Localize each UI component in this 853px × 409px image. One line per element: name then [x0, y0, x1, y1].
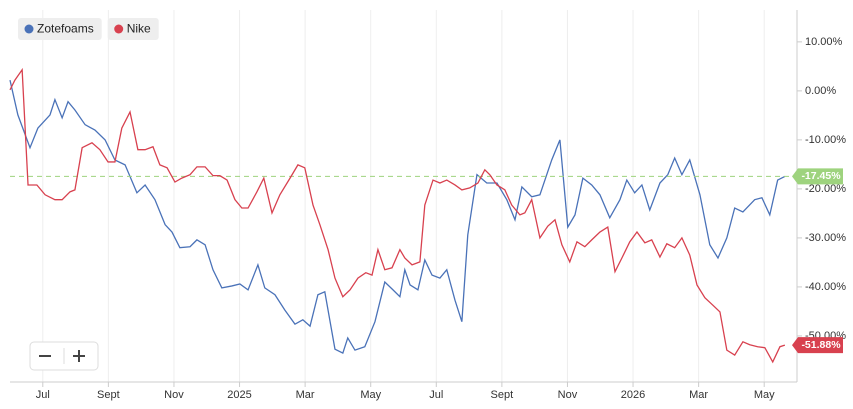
legend-label[interactable]: Nike [127, 22, 151, 36]
legend-label[interactable]: Zotefoams [37, 22, 94, 36]
y-tick-label: -30.00% [805, 232, 846, 244]
zoom-control [29, 341, 99, 371]
legend-box[interactable] [18, 18, 102, 40]
y-tick-label: -20.00% [805, 183, 846, 195]
x-tick-label: Sept [491, 389, 514, 401]
axis-labels: Jul Sept Nov 2025 Mar May Jul Sept Nov 2026 Mar May… [36, 36, 846, 401]
x-tick-label: Mar [296, 389, 315, 401]
x-tick-label: Nov [558, 389, 578, 401]
series-line [9, 67, 786, 364]
x-tick-label: Jul [429, 389, 443, 401]
x-tick-label: May [754, 389, 775, 401]
legend-marker[interactable] [24, 24, 34, 34]
x-tick-label: Sept [97, 389, 120, 401]
x-tick-label: May [360, 389, 381, 401]
series-line [9, 79, 786, 355]
legend-item[interactable]: Zotefoams [18, 18, 102, 40]
legend: Zotefoams Nike [18, 18, 159, 40]
x-tick-label: 2026 [621, 389, 645, 401]
value-label: -17.45% [801, 170, 841, 182]
x-tick-label: Jul [36, 389, 50, 401]
plot-area [9, 67, 797, 364]
x-tick-label: Nov [164, 389, 184, 401]
last-value-badge [792, 337, 843, 354]
x-tick-label: Mar [689, 389, 708, 401]
y-tick-label: 0.00% [805, 85, 836, 97]
last-value-badge [792, 168, 843, 185]
legend-item[interactable]: Nike [107, 18, 159, 40]
value-label: -51.88% [801, 339, 841, 351]
legend-marker[interactable] [114, 24, 124, 34]
y-tick-label: -40.00% [805, 281, 846, 293]
x-tick-label: 2025 [227, 389, 251, 401]
y-tick-label: 10.00% [805, 36, 843, 48]
grid [42, 10, 765, 382]
y-tick-label: -10.00% [805, 134, 846, 146]
legend-box[interactable] [107, 18, 159, 40]
